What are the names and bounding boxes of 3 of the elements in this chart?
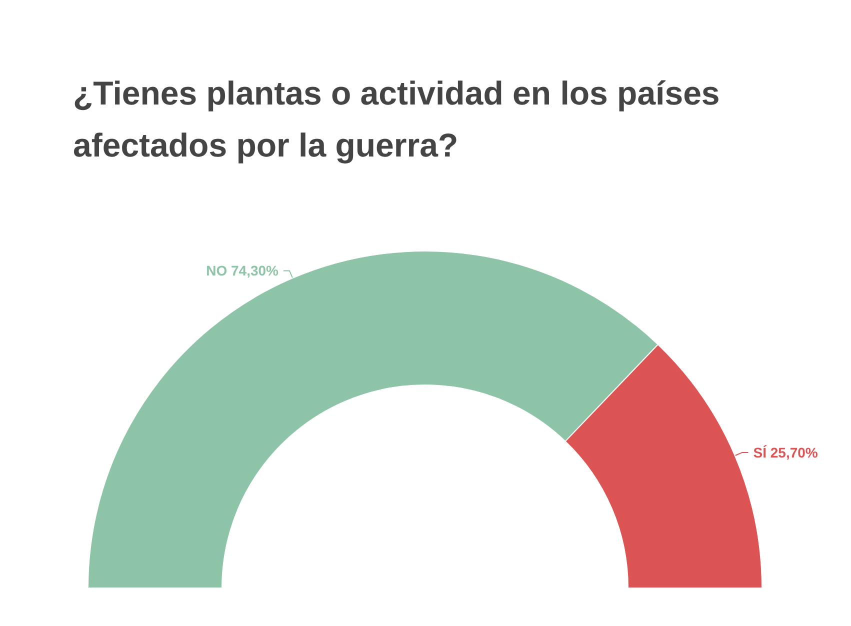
slice-label: NO 74,30% [206, 262, 280, 279]
chart-title: ¿Tienes plantas o actividad en los países afectados por la guerra? [73, 74, 729, 164]
slice-label: SÍ 25,70% [753, 444, 818, 460]
